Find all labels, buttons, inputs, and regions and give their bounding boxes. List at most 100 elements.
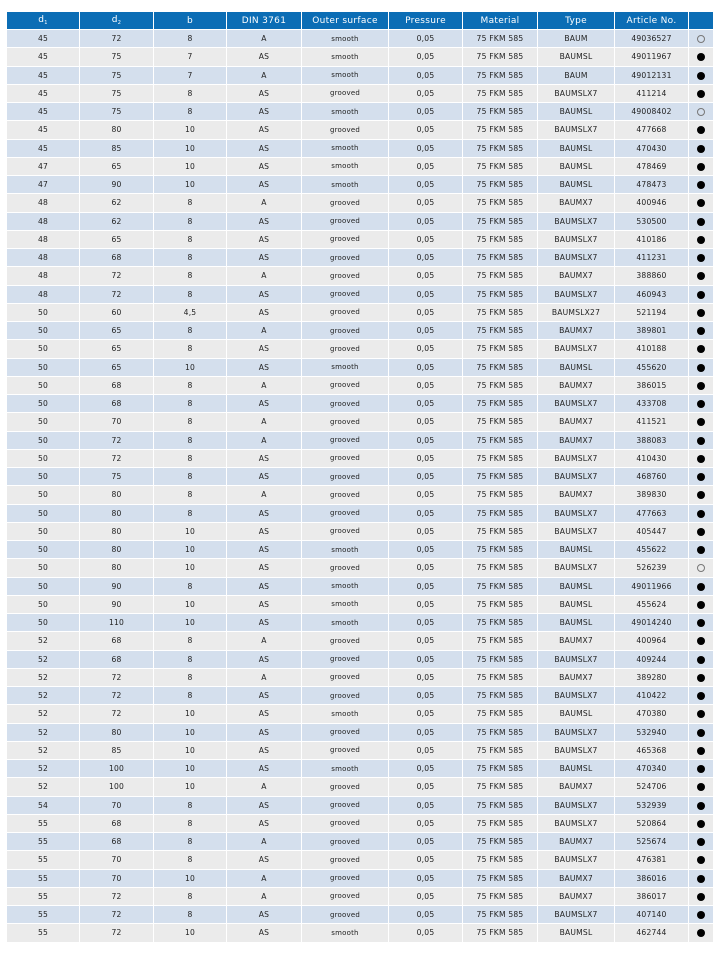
cell-article-no: 532939 bbox=[614, 795, 689, 815]
table-row: 55 68 8 AS grooved 0,05 75 FKM 585 BAUMSLX7 5208… bbox=[6, 813, 714, 834]
cell-outer-surface: grooved bbox=[301, 466, 389, 487]
cell-type: BAUMX7 bbox=[537, 886, 615, 907]
cell-d2: 68 bbox=[79, 831, 154, 852]
cell-b: 10 bbox=[153, 594, 227, 615]
cell-type: BAUMSL bbox=[537, 576, 615, 596]
cell-article-no: 460943 bbox=[614, 284, 689, 304]
cell-pressure: 0,05 bbox=[388, 631, 463, 651]
cell-d1: 54 bbox=[6, 795, 80, 815]
cell-availability bbox=[688, 667, 714, 688]
cell-din-3761: AS bbox=[226, 101, 302, 122]
cell-b: 8 bbox=[153, 430, 227, 450]
cell-type: BAUMX7 bbox=[537, 266, 615, 286]
cell-type: BAUMSLX7 bbox=[537, 521, 615, 542]
table-row: 48 62 8 AS grooved 0,05 75 FKM 585 BAUMSLX7 5305… bbox=[6, 211, 714, 231]
cell-type: BAUMSLX7 bbox=[537, 393, 615, 414]
cell-type: BAUMSLX7 bbox=[537, 284, 615, 304]
cell-article-no: 521194 bbox=[614, 302, 689, 323]
cell-pressure: 0,05 bbox=[388, 904, 463, 925]
filled-circle-icon bbox=[697, 327, 705, 336]
cell-d1: 55 bbox=[6, 886, 80, 907]
cell-d2: 85 bbox=[79, 138, 154, 158]
cell-d1: 55 bbox=[6, 868, 80, 888]
cell-din-3761: A bbox=[226, 777, 302, 797]
cell-availability bbox=[688, 357, 714, 377]
filled-circle-icon bbox=[697, 272, 705, 281]
cell-d1: 52 bbox=[6, 740, 80, 761]
cell-outer-surface: grooved bbox=[301, 740, 389, 761]
cell-d2: 68 bbox=[79, 393, 154, 414]
cell-d2: 80 bbox=[79, 539, 154, 560]
cell-d1: 50 bbox=[6, 503, 80, 523]
cell-d1: 50 bbox=[6, 612, 80, 633]
cell-din-3761: AS bbox=[226, 83, 302, 104]
cell-article-no: 411214 bbox=[614, 83, 689, 104]
cell-din-3761: AS bbox=[226, 448, 302, 469]
cell-type: BAUMSLX7 bbox=[537, 247, 615, 268]
header-row: d1 d2 b DIN 3761 Outer surface Pressure Materi… bbox=[6, 11, 714, 30]
cell-material: 75 FKM 585 bbox=[462, 466, 538, 487]
cell-material: 75 FKM 585 bbox=[462, 120, 538, 140]
cell-article-no: 386017 bbox=[614, 886, 689, 907]
cell-din-3761: AS bbox=[226, 156, 302, 177]
cell-din-3761: AS bbox=[226, 466, 302, 487]
cell-pressure: 0,05 bbox=[388, 138, 463, 158]
cell-d2: 72 bbox=[79, 430, 154, 450]
cell-pressure: 0,05 bbox=[388, 868, 463, 888]
header-type: Type bbox=[537, 11, 615, 30]
cell-type: BAUMSLX7 bbox=[537, 503, 615, 523]
table-row: 52 72 8 AS grooved 0,05 75 FKM 585 BAUMSLX7 4104… bbox=[6, 685, 714, 706]
cell-din-3761: AS bbox=[226, 813, 302, 834]
cell-material: 75 FKM 585 bbox=[462, 850, 538, 870]
cell-availability bbox=[688, 539, 714, 560]
cell-article-no: 389280 bbox=[614, 667, 689, 688]
cell-din-3761: AS bbox=[226, 211, 302, 231]
cell-outer-surface: grooved bbox=[301, 813, 389, 834]
table-row: 50 90 10 AS smooth 0,05 75 FKM 585 BAUMSL 455624 bbox=[6, 594, 714, 615]
cell-article-no: 411521 bbox=[614, 412, 689, 432]
cell-b: 8 bbox=[153, 83, 227, 104]
cell-availability bbox=[688, 430, 714, 450]
cell-material: 75 FKM 585 bbox=[462, 156, 538, 177]
cell-material: 75 FKM 585 bbox=[462, 430, 538, 450]
cell-b: 8 bbox=[153, 904, 227, 925]
cell-outer-surface: smooth bbox=[301, 612, 389, 633]
cell-din-3761: AS bbox=[226, 923, 302, 943]
cell-material: 75 FKM 585 bbox=[462, 28, 538, 49]
table-row: 50 72 8 AS grooved 0,05 75 FKM 585 BAUMSLX7 4104… bbox=[6, 448, 714, 469]
cell-din-3761: AS bbox=[226, 284, 302, 304]
cell-type: BAUMSL bbox=[537, 47, 615, 67]
header-outer-surface: Outer surface bbox=[301, 11, 389, 30]
cell-material: 75 FKM 585 bbox=[462, 47, 538, 67]
cell-d1: 47 bbox=[6, 156, 80, 177]
cell-din-3761: AS bbox=[226, 576, 302, 596]
cell-type: BAUMSLX7 bbox=[537, 339, 615, 359]
cell-article-no: 455620 bbox=[614, 357, 689, 377]
cell-material: 75 FKM 585 bbox=[462, 777, 538, 797]
cell-b: 8 bbox=[153, 448, 227, 469]
table-row: 50 68 8 AS grooved 0,05 75 FKM 585 BAUMSLX7 4337… bbox=[6, 393, 714, 414]
filled-circle-icon bbox=[697, 728, 705, 737]
cell-availability bbox=[688, 704, 714, 724]
cell-outer-surface: smooth bbox=[301, 65, 389, 85]
filled-circle-icon bbox=[697, 801, 705, 810]
table-row: 52 85 10 AS grooved 0,05 75 FKM 585 BAUMSLX7 465… bbox=[6, 740, 714, 761]
cell-b: 8 bbox=[153, 576, 227, 596]
cell-availability bbox=[688, 339, 714, 359]
filled-circle-icon bbox=[697, 710, 705, 719]
cell-d1: 50 bbox=[6, 339, 80, 359]
cell-outer-surface: grooved bbox=[301, 120, 389, 140]
cell-material: 75 FKM 585 bbox=[462, 302, 538, 323]
cell-availability bbox=[688, 302, 714, 323]
cell-material: 75 FKM 585 bbox=[462, 138, 538, 158]
cell-material: 75 FKM 585 bbox=[462, 211, 538, 231]
cell-availability bbox=[688, 886, 714, 907]
cell-type: BAUMSLX7 bbox=[537, 83, 615, 104]
cell-pressure: 0,05 bbox=[388, 302, 463, 323]
cell-b: 8 bbox=[153, 339, 227, 359]
table-row: 55 72 10 AS smooth 0,05 75 FKM 585 BAUMSL 462744 bbox=[6, 923, 714, 943]
cell-d1: 48 bbox=[6, 266, 80, 286]
